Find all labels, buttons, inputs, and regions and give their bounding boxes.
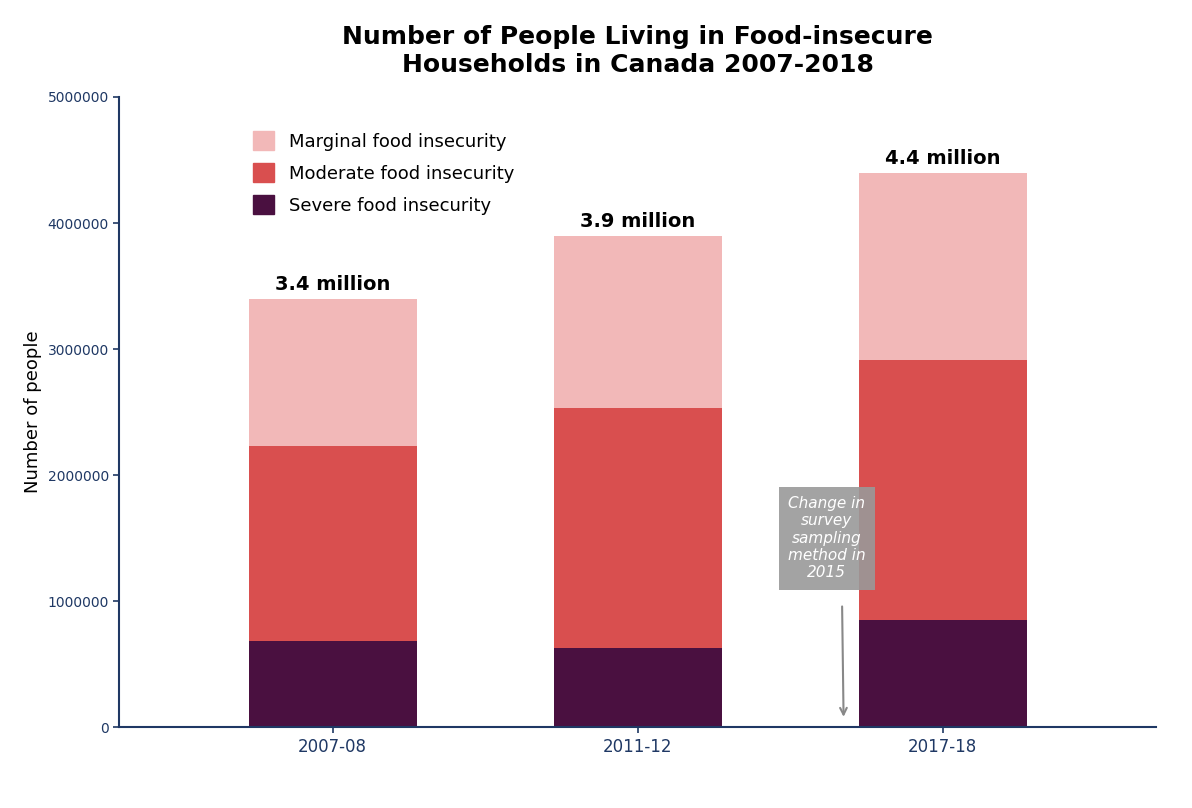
Text: 3.9 million: 3.9 million — [581, 212, 695, 230]
Bar — [249, 446, 416, 642]
Bar — [554, 648, 721, 727]
Text: Change in
survey
sampling
method in
2015: Change in survey sampling method in 2015 — [788, 496, 865, 580]
Legend: Marginal food insecurity, Moderate food insecurity, Severe food insecurity: Marginal food insecurity, Moderate food … — [253, 131, 514, 214]
Bar — [859, 620, 1026, 727]
Y-axis label: Number of people: Number of people — [24, 330, 42, 494]
Bar — [249, 642, 416, 727]
Bar — [859, 360, 1026, 620]
Title: Number of People Living in Food-insecure
Households in Canada 2007-2018: Number of People Living in Food-insecure… — [342, 25, 933, 77]
Bar — [554, 408, 721, 648]
Bar — [859, 173, 1026, 360]
Bar — [249, 299, 416, 446]
Text: 3.4 million: 3.4 million — [275, 275, 391, 293]
Bar — [554, 236, 721, 408]
Text: 4.4 million: 4.4 million — [884, 149, 1000, 167]
